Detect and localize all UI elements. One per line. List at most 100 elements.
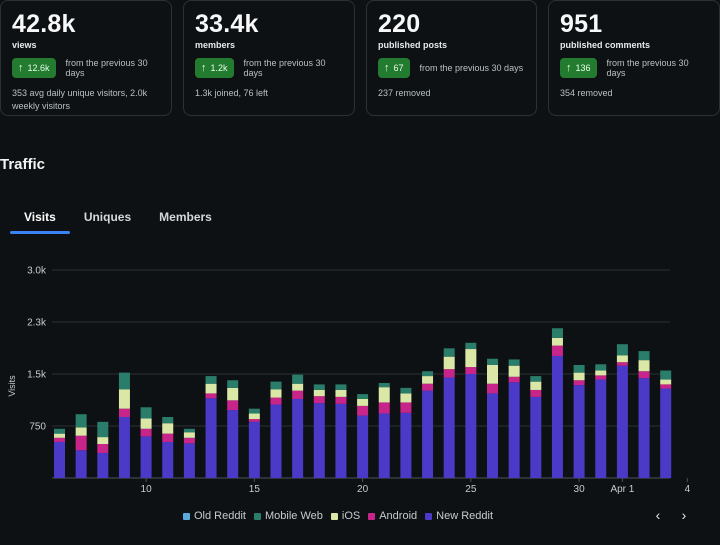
bar-segment [616,355,628,363]
chart-prev-button[interactable]: ‹ [648,505,668,525]
bar-segment [508,365,520,377]
bar-segment [357,405,369,416]
tab-members[interactable]: Members [159,210,212,224]
traffic-chart: 750 1.5k 2.3k 3.0k Visits 10 15 20 25 30 Apr 1 4 [7,266,691,496]
bar-segment [335,389,347,397]
x-tick-label: 25 [465,484,477,495]
bar-segment [162,433,174,442]
legend-swatch [183,512,190,520]
bar-segment [54,437,65,442]
arrow-up-icon: ↑ [201,62,207,74]
bar-segment [162,423,174,434]
delta-value: 67 [393,63,404,73]
stat-card-comments: 951 published comments ↑ 136 from the pre… [548,0,720,116]
legend-item-android[interactable]: Android [368,510,417,522]
y-axis-label: Visits [7,375,17,397]
stat-detail: 237 removed [378,88,431,98]
bar-segment [638,360,650,372]
x-tick-label: 30 [574,484,586,495]
bar-segment [97,421,109,438]
bar-segment [595,370,607,376]
bar-segment [422,383,434,391]
stat-value: 42.8k [12,10,76,38]
legend-item-new-reddit[interactable]: New Reddit [425,510,493,522]
bar-segment [487,358,498,365]
bar-segment [292,383,304,391]
comparison-text: from the previous 30 days [606,58,689,78]
stat-detail: 353 avg daily unique visitors, 2.0k week… [12,88,148,111]
stat-label: views [12,40,37,50]
chevron-right-icon: › [681,507,687,523]
bar-segment [335,384,347,390]
legend-item-mobile-web[interactable]: Mobile Web [253,510,323,522]
bar-segment [400,402,412,413]
bar-segment [313,389,325,397]
x-tick-label: 4 [685,484,691,495]
delta-value: 12.6k [27,63,50,73]
bar-segment [400,412,412,478]
bar-segment [270,381,282,390]
bar-segment [443,348,455,357]
bar-segment [660,384,672,389]
bar-segment [638,351,650,361]
stat-label: published comments [560,40,651,50]
bar-segment [422,371,434,377]
bar-segment [270,404,282,478]
bar-segment [118,389,130,409]
legend-label: Old Reddit [194,510,246,522]
bar-segment [227,400,239,411]
bar-segment [573,385,585,478]
chevron-left-icon: ‹ [655,507,661,523]
stat-detail: 1.3k joined, 76 left [195,88,269,98]
legend-item-old-reddit[interactable]: Old Reddit [183,510,246,522]
y-tick-label: 750 [29,422,46,433]
bar-segment [248,413,260,420]
stat-value: 951 [560,10,603,38]
legend-item-ios[interactable]: iOS [330,510,361,522]
bar-segment [162,441,174,478]
x-tick-label: 20 [357,484,369,495]
traffic-title: Traffic [0,156,46,173]
chart-next-button[interactable]: › [674,505,694,525]
bar-segment [97,437,109,445]
bar-segment [248,419,260,422]
y-tick-label: 3.0k [27,266,47,277]
bar-segment [97,453,109,478]
legend-label: New Reddit [436,510,493,522]
bar-segment [378,402,390,414]
legend-swatch [368,512,376,520]
bar-segment [660,379,672,385]
x-tick-label: Apr 1 [610,484,634,495]
bar-segment [422,390,434,478]
bar-segment [75,435,87,451]
bar-segment [118,416,130,478]
tab-uniques[interactable]: Uniques [83,210,132,224]
bar-segment [75,427,87,436]
bar-segment [616,362,628,366]
bar-segment [313,384,325,390]
bar-segment [118,372,130,390]
legend-label: iOS [341,510,361,522]
bar-segment [227,380,239,388]
bar-segment [75,450,87,478]
bar-segment [530,396,542,478]
legend-label: Android [379,510,418,522]
delta-badge: ↑ 1.2k [195,58,234,78]
bar-segment [205,376,217,384]
legend-label: Mobile Web [264,510,323,522]
legend-swatch [253,512,261,520]
bar-segment [443,369,455,378]
bar-segment [205,398,217,478]
bar-segment [270,389,282,398]
tab-visits[interactable]: Visits [10,206,70,234]
stat-value: 220 [378,10,421,38]
bar-segment [292,398,304,478]
delta-badge: ↑ 136 [560,58,597,78]
legend-swatch [330,512,338,520]
stat-card-views: 42.8k views ↑ 12.6k from the previous 30 … [0,0,172,116]
bar-segment [508,376,520,383]
legend-swatch [425,512,433,520]
bar-segment [313,396,325,404]
bar-segment [335,403,347,478]
bar-segment [551,355,563,478]
